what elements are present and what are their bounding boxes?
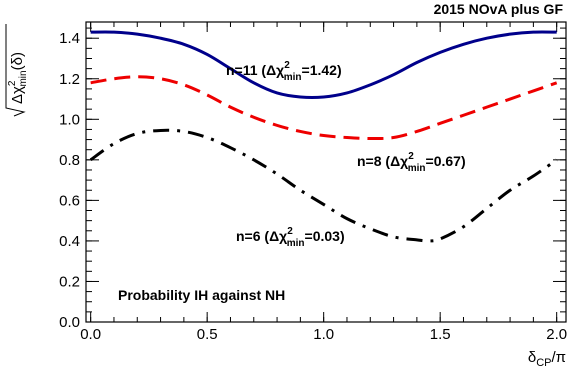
series-group [89, 30, 558, 243]
chart-title: 2015 NOvA plus GF [434, 1, 564, 17]
x-tick-label: 1.5 [430, 326, 451, 343]
x-tick-label: 2.0 [546, 326, 567, 343]
series-n6-line [89, 128, 558, 243]
series-n8-line [90, 75, 558, 141]
series-n11-line [90, 30, 557, 100]
y-tick-label: 1.2 [59, 71, 80, 88]
y-tick-label: 0.0 [59, 314, 80, 331]
y-tick-label: 0.2 [59, 273, 80, 290]
y-axis-label: Δχ2min(δ) [5, 24, 29, 117]
x-tick-label: 0.0 [80, 326, 101, 343]
x-tick-label: 1.0 [313, 326, 334, 343]
series-labels: n=11 (Δχ2 min=1.42) n=8 (Δχ2 min=0.67) n=6 (… [226, 60, 466, 249]
y-tick-label: 0.8 [59, 152, 80, 169]
plot-frame [85, 21, 567, 323]
y-tick-label: 0.4 [59, 233, 80, 250]
series-label-n11: n=11 (Δχ2 min=1.42) [226, 60, 342, 83]
annotation: Probability IH against NH [118, 287, 285, 303]
x-tick-label: 0.5 [197, 326, 218, 343]
sqrt-sign [5, 24, 26, 117]
y-tick-label: 0.6 [59, 192, 80, 209]
series-label-n8: n=8 (Δχ2 min=0.67) [357, 151, 466, 174]
series-label-n6: n=6 (Δχ2 min=0.03) [236, 226, 345, 249]
y-tick-label: 1.4 [59, 30, 80, 47]
y-axis: 0.0 0.2 0.4 0.6 0.8 1.0 1.2 1.4 [59, 27, 566, 331]
x-axis-label: δCP/π [528, 349, 566, 369]
y-tick-label: 1.0 [59, 111, 80, 128]
y-axis-label-text: Δχ2min(δ) [7, 52, 29, 104]
x-axis: 0.0 0.5 1.0 1.5 2.0 [80, 22, 567, 343]
